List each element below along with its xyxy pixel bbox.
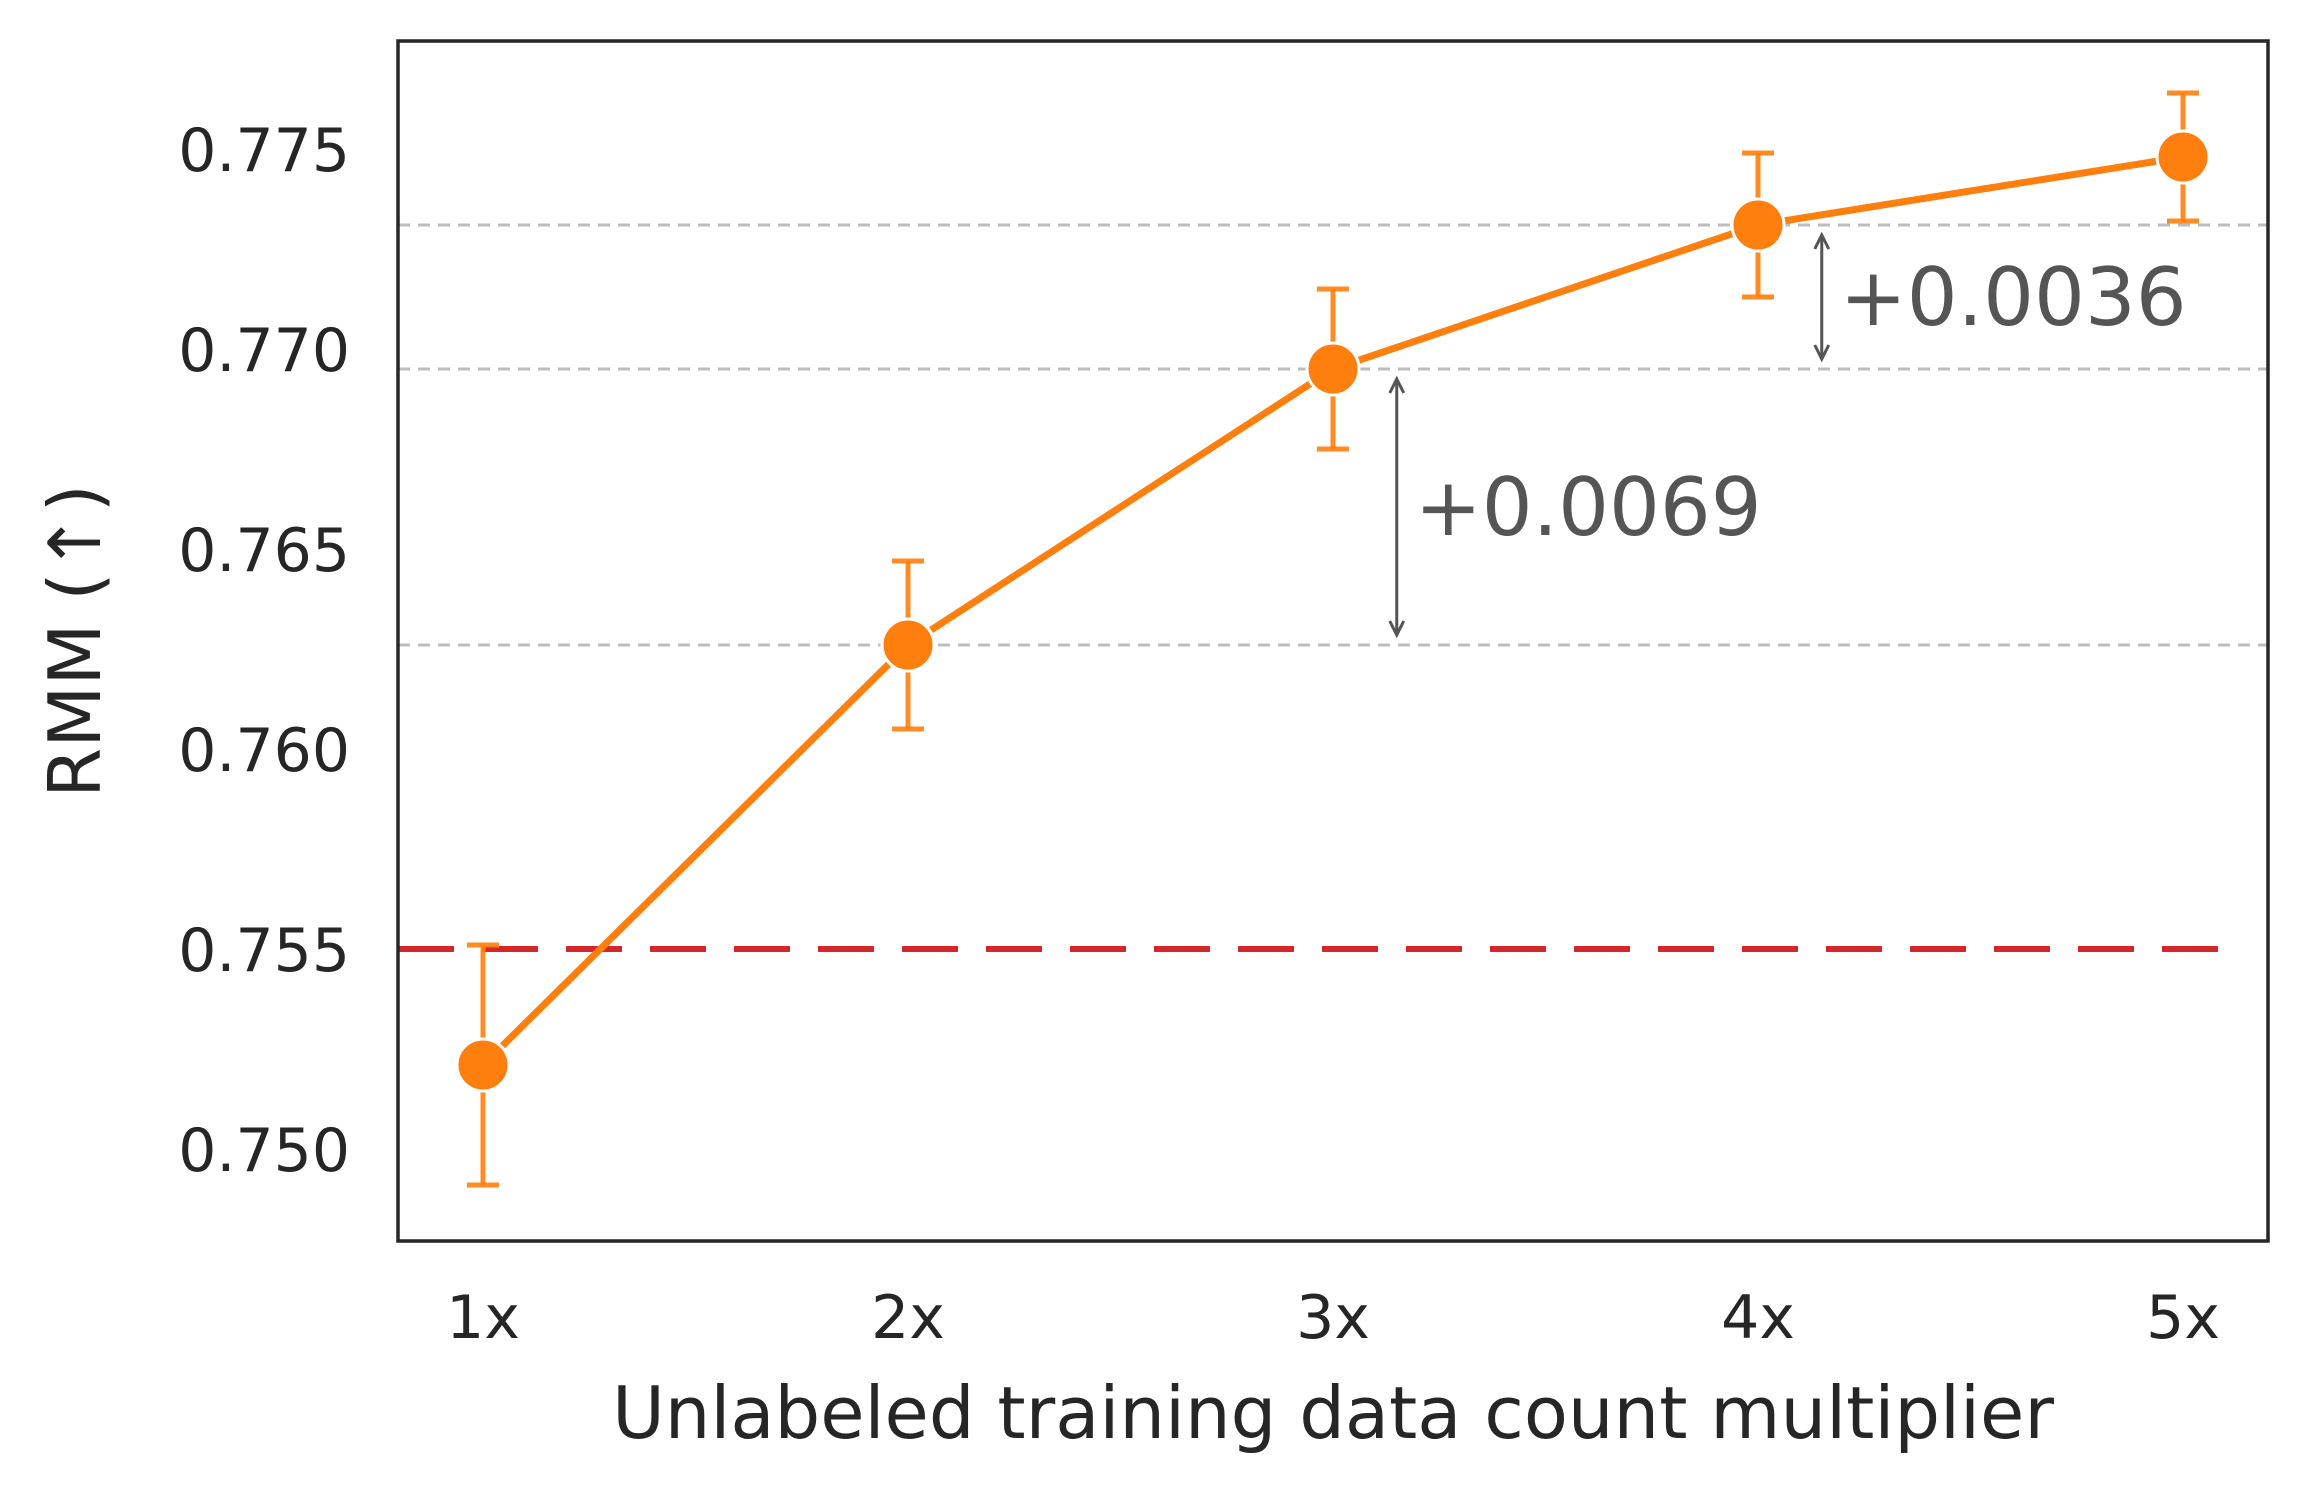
x-axis-label: Unlabeled training data count multiplier (612, 1371, 2054, 1455)
guide-lines (398, 223, 2268, 647)
annotation-label: +0.0036 (1840, 251, 2187, 344)
annotation-label: +0.0069 (1415, 461, 1762, 554)
series-group (455, 90, 2211, 1188)
data-point (1730, 197, 1786, 253)
data-point (455, 1037, 511, 1093)
y-axis-ticks: 0.750 0.755 0.760 0.765 0.770 0.775 (178, 116, 350, 1186)
y-tick-label: 0.775 (178, 116, 350, 186)
data-point (2155, 129, 2211, 185)
arrow-head-down (1813, 344, 1831, 363)
y-tick-label: 0.755 (178, 916, 350, 986)
x-tick-label: 3x (1296, 1283, 1370, 1353)
x-tick-label: 1x (446, 1283, 520, 1353)
data-point (880, 617, 936, 673)
arrow-head-up (1388, 375, 1406, 394)
x-tick-label: 5x (2146, 1283, 2220, 1353)
x-tick-label: 2x (871, 1283, 945, 1353)
y-tick-label: 0.765 (178, 516, 350, 586)
x-tick-label: 4x (1721, 1283, 1795, 1353)
y-tick-label: 0.760 (178, 716, 350, 786)
data-point (1305, 341, 1361, 397)
arrow-head-up (1813, 231, 1831, 250)
annotations: +0.0069 +0.0036 (1388, 231, 2187, 639)
y-tick-label: 0.750 (178, 1116, 350, 1186)
plot-frame (396, 39, 2270, 1243)
arrow-head-down (1388, 620, 1406, 639)
y-tick-label: 0.770 (178, 316, 350, 386)
x-axis-ticks: 1x 2x 3x 4x 5x (446, 1283, 2220, 1353)
y-axis-label: RMM (↑) (33, 484, 117, 798)
